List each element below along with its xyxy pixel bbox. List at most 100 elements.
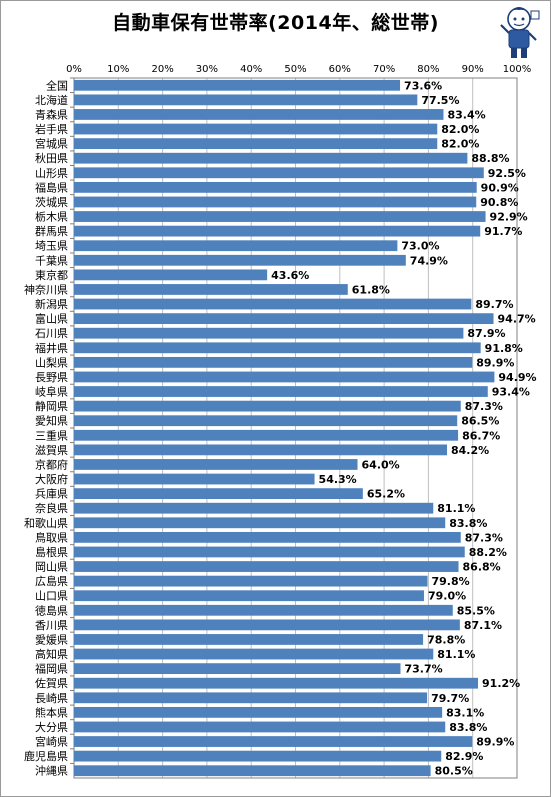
bar (74, 663, 401, 675)
x-tick-label: 50% (284, 64, 306, 75)
value-label: 73.7% (404, 663, 442, 676)
bar (74, 211, 486, 222)
value-label: 82.0% (441, 138, 479, 151)
value-label: 87.9% (467, 327, 505, 340)
bar (74, 181, 477, 193)
bar (74, 765, 431, 777)
bar (74, 736, 473, 747)
value-label: 90.9% (481, 181, 519, 194)
bar (74, 400, 461, 412)
value-label: 77.5% (421, 94, 459, 107)
value-label: 65.2% (367, 488, 405, 501)
category-label: 福島県 (35, 180, 68, 194)
value-label: 78.8% (427, 633, 465, 646)
bar (74, 94, 418, 106)
category-label: 熊本県 (35, 705, 68, 719)
bar (74, 473, 315, 485)
value-label: 92.5% (488, 167, 526, 180)
category-label: 香川県 (35, 619, 68, 632)
bar (74, 619, 460, 631)
value-label: 87.1% (464, 619, 502, 632)
category-label: 山形県 (35, 167, 68, 180)
value-label: 82.9% (445, 750, 483, 763)
value-label: 79.8% (432, 575, 470, 588)
bar (74, 648, 434, 660)
value-label: 90.8% (480, 196, 518, 209)
bar (74, 327, 464, 339)
value-label: 83.1% (446, 706, 484, 719)
x-tick-label: 10% (107, 64, 129, 75)
value-label: 91.2% (482, 677, 520, 690)
x-tick-label: 80% (417, 64, 439, 75)
bar (74, 254, 406, 266)
value-label: 88.2% (469, 546, 507, 559)
x-tick-label: 20% (151, 64, 173, 75)
value-label: 81.1% (437, 648, 475, 661)
value-label: 83.4% (447, 108, 485, 121)
value-label: 86.8% (463, 561, 501, 574)
category-label: 東京都 (35, 268, 68, 282)
category-label: 全国 (46, 78, 68, 92)
value-label: 43.6% (271, 269, 309, 282)
value-label: 79.7% (431, 692, 469, 705)
bar (74, 502, 434, 514)
bar (74, 590, 424, 602)
category-label: 沖縄県 (35, 764, 68, 778)
category-label: 山梨県 (35, 355, 68, 369)
x-tick-label: 70% (373, 64, 395, 75)
bar (74, 750, 442, 762)
category-label: 兵庫県 (35, 487, 68, 501)
value-label: 73.0% (401, 240, 439, 253)
category-label: 滋賀県 (35, 444, 68, 457)
category-label: 和歌山県 (24, 516, 68, 530)
category-label: 茨城県 (35, 195, 68, 209)
category-label: 奈良県 (35, 501, 68, 515)
bar (74, 298, 472, 310)
bar (74, 386, 488, 397)
chart-title: 自動車保有世帯率(2014年、総世帯) (112, 12, 439, 34)
value-label: 86.7% (462, 429, 500, 442)
category-label: 北海道 (35, 93, 68, 107)
bar (74, 225, 481, 237)
category-label: 宮城県 (35, 137, 68, 151)
bar (74, 677, 479, 689)
category-label: 千葉県 (35, 253, 68, 267)
value-label: 73.6% (404, 79, 442, 92)
x-tick-label: 90% (462, 64, 484, 75)
bar (74, 517, 446, 529)
category-label: 京都府 (35, 457, 68, 471)
value-label: 74.9% (410, 254, 448, 267)
bar (74, 575, 428, 587)
category-label: 高知県 (35, 647, 68, 661)
category-label: 大分県 (35, 720, 68, 734)
category-label: 愛媛県 (35, 632, 68, 646)
bar (74, 415, 458, 427)
bar (74, 342, 481, 354)
bar (74, 152, 468, 164)
bar (74, 531, 461, 543)
bar (74, 138, 438, 150)
bar (74, 692, 428, 704)
bar (74, 240, 398, 252)
value-label: 80.5% (435, 765, 473, 778)
bar (74, 546, 465, 558)
bar (74, 109, 444, 120)
category-label: 宮崎県 (35, 735, 68, 749)
bar (74, 269, 268, 281)
value-label: 91.8% (485, 342, 523, 355)
category-label: 鳥取県 (35, 530, 68, 544)
bar (74, 459, 358, 470)
value-label: 81.1% (437, 502, 475, 515)
category-label: 岩手県 (35, 122, 68, 136)
value-label: 89.9% (476, 356, 514, 369)
value-label: 91.7% (484, 225, 522, 238)
bar (74, 444, 448, 456)
category-label: 鹿児島県 (24, 749, 68, 763)
value-label: 83.8% (449, 517, 487, 530)
value-label: 89.9% (476, 736, 514, 749)
bar (74, 196, 477, 208)
category-label: 徳島県 (35, 603, 68, 617)
category-label: 埼玉県 (35, 239, 68, 253)
bar (74, 604, 453, 616)
value-label: 54.3% (319, 473, 357, 486)
